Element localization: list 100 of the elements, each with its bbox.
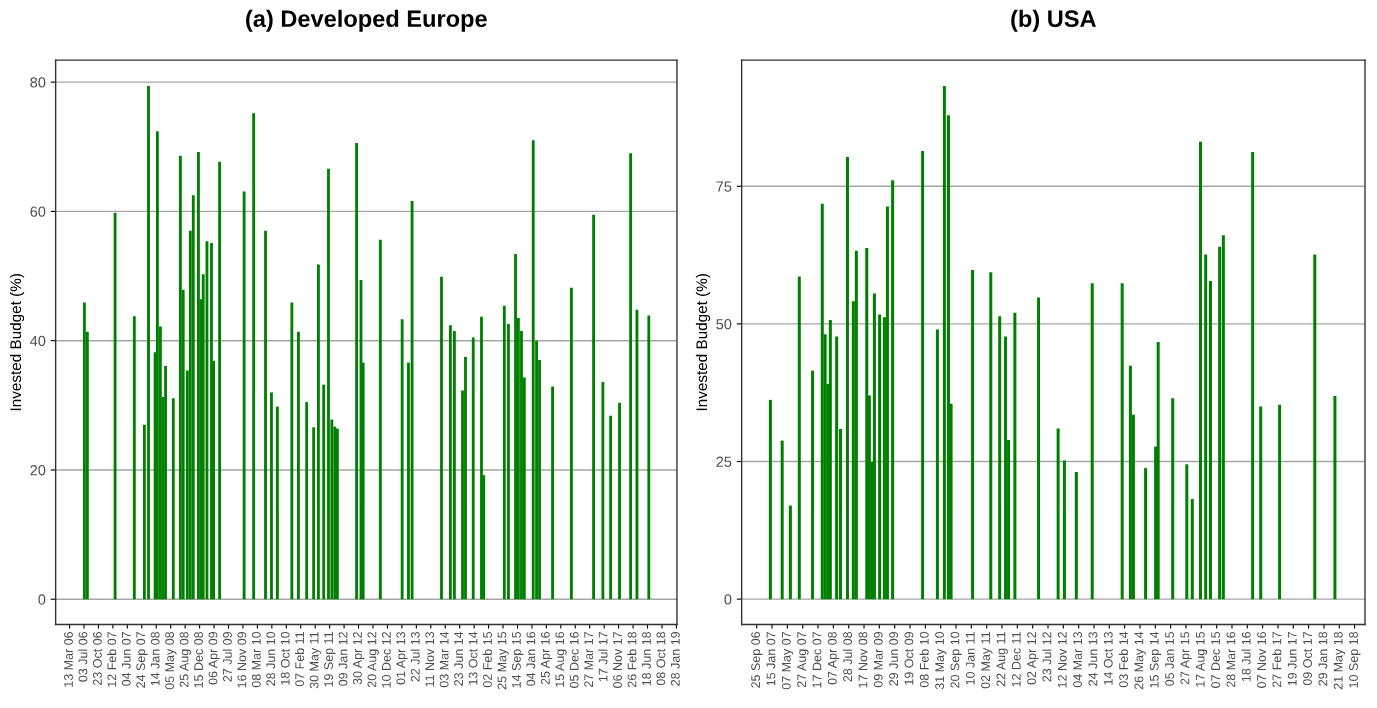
x-tick-label: 22 Aug 11 xyxy=(996,632,1008,687)
x-tick-label: 29 Jun 09 xyxy=(889,631,899,686)
x-tick-label: 18 Jun 18 xyxy=(642,631,651,686)
bar xyxy=(164,365,167,600)
bar xyxy=(1190,498,1194,600)
bar xyxy=(502,305,506,600)
bar xyxy=(609,415,613,600)
x-tick-label: 12 Feb 07 xyxy=(107,632,117,687)
bar xyxy=(942,86,946,600)
bar xyxy=(178,155,182,600)
bar xyxy=(290,302,294,600)
x-tick-label: 27 Mar 17 xyxy=(584,632,594,688)
bar xyxy=(788,505,792,600)
x-tick-label: 12 Nov 12 xyxy=(1057,632,1067,688)
bar xyxy=(312,427,316,600)
x-tick-label: 23 Jul 12 xyxy=(1042,632,1052,682)
bar xyxy=(471,337,475,600)
x-tick-label: 28 Jul 08 xyxy=(842,631,853,682)
x-tick-label: 23 Oct 06 xyxy=(92,631,102,685)
bar xyxy=(1156,342,1160,600)
x-tick-label: 15 Dec 08 xyxy=(194,631,203,688)
chart-title: (a) Developed Europe xyxy=(246,9,487,32)
bar xyxy=(569,287,573,600)
x-tick-label: 10 Sep 18 xyxy=(1349,631,1361,688)
x-tick-label: 07 May 07 xyxy=(781,632,794,690)
x-tick-label: 05 May 08 xyxy=(165,631,177,690)
y-tick-label: 0 xyxy=(38,594,46,605)
x-tick-label: 05 Jan 15 xyxy=(1165,631,1174,686)
x-tick-label: 03 Jul 06 xyxy=(78,631,88,682)
x-tick-label: 03 Mar 14 xyxy=(439,631,449,688)
x-tick-label: 19 Oct 09 xyxy=(904,631,914,685)
x-tick-label: 17 Jul 17 xyxy=(598,632,608,682)
bar xyxy=(82,302,86,600)
bar xyxy=(828,320,832,600)
y-tick-label: 20 xyxy=(30,465,46,476)
bar xyxy=(327,168,330,600)
bar xyxy=(1074,471,1078,600)
x-tick-label: 15 Sep 14 xyxy=(1149,631,1162,688)
bar xyxy=(1037,297,1041,600)
x-tick-label: 26 May 14 xyxy=(1134,631,1146,690)
x-tick-label: 08 Mar 10 xyxy=(251,631,261,688)
bar xyxy=(252,113,256,600)
x-tick-label: 25 Aug 08 xyxy=(179,631,191,688)
bar xyxy=(147,86,150,600)
bar xyxy=(264,230,267,600)
x-tick-label: 14 Sep 15 xyxy=(511,631,524,688)
bar xyxy=(820,203,824,600)
bar xyxy=(592,214,596,600)
x-tick-label: 10 Dec 12 xyxy=(381,632,391,688)
bar xyxy=(132,316,136,600)
x-tick-label: 30 Apr 12 xyxy=(353,632,365,685)
x-tick-label: 20 Aug 12 xyxy=(367,632,379,688)
bar xyxy=(891,180,895,600)
x-tick-label: 27 Apr 15 xyxy=(1180,631,1192,685)
bar xyxy=(1251,152,1255,600)
bar xyxy=(1204,254,1208,600)
bar xyxy=(1144,468,1148,600)
bar xyxy=(480,316,483,600)
x-tick-label: 02 May 11 xyxy=(981,632,993,689)
x-tick-label: 05 Dec 16 xyxy=(569,631,579,688)
x-tick-label: 11 Nov 13 xyxy=(425,631,435,687)
x-tick-label: 31 May 10 xyxy=(935,631,947,690)
x-tick-label: 27 Jul 09 xyxy=(222,631,232,682)
bar xyxy=(464,356,467,600)
bar xyxy=(1128,365,1132,600)
y-tick-label: 25 xyxy=(716,456,732,467)
bar xyxy=(811,370,815,600)
bar xyxy=(1259,406,1263,600)
x-tick-label: 21 May 18 xyxy=(1333,631,1346,690)
x-tick-label: 24 Sep 07 xyxy=(136,632,148,688)
bar xyxy=(768,399,772,600)
x-tick-label: 18 Jul 16 xyxy=(1241,631,1251,682)
bar xyxy=(935,329,939,600)
x-tick-label: 14 Oct 13 xyxy=(1103,631,1113,685)
bar xyxy=(156,131,159,600)
x-tick-label: 04 Mar 13 xyxy=(1073,631,1083,688)
y-axis-title: Invested Budget (%) xyxy=(9,274,25,411)
x-tick-label: 17 Dec 07 xyxy=(812,632,822,688)
bar xyxy=(305,402,309,600)
x-tick-label: 28 Mar 16 xyxy=(1226,631,1236,688)
x-tick-label: 25 Apr 16 xyxy=(540,631,553,685)
x-tick-label: 09 Mar 09 xyxy=(873,631,883,688)
bar xyxy=(1208,280,1212,600)
x-tick-label: 04 Jun 07 xyxy=(121,632,131,686)
x-tick-label: 25 Sep 06 xyxy=(751,631,763,688)
x-tick-label: 06 Nov 17 xyxy=(613,632,622,688)
bar xyxy=(1333,395,1337,600)
bar xyxy=(1198,141,1202,600)
bar xyxy=(218,161,222,600)
bar xyxy=(1221,235,1225,600)
bar xyxy=(197,151,200,600)
x-tick-label: 07 Nov 16 xyxy=(1257,631,1266,688)
x-tick-label: 12 Dec 11 xyxy=(1011,632,1021,687)
x-tick-label: 09 Oct 17 xyxy=(1303,632,1312,686)
bar xyxy=(1090,283,1094,600)
x-tick-label: 10 Jan 11 xyxy=(965,632,975,685)
bar xyxy=(531,140,535,600)
bar xyxy=(400,319,404,600)
y-axis-title: Invested Budget (%) xyxy=(695,274,711,411)
x-tick-label: 15 Jan 07 xyxy=(766,632,776,686)
